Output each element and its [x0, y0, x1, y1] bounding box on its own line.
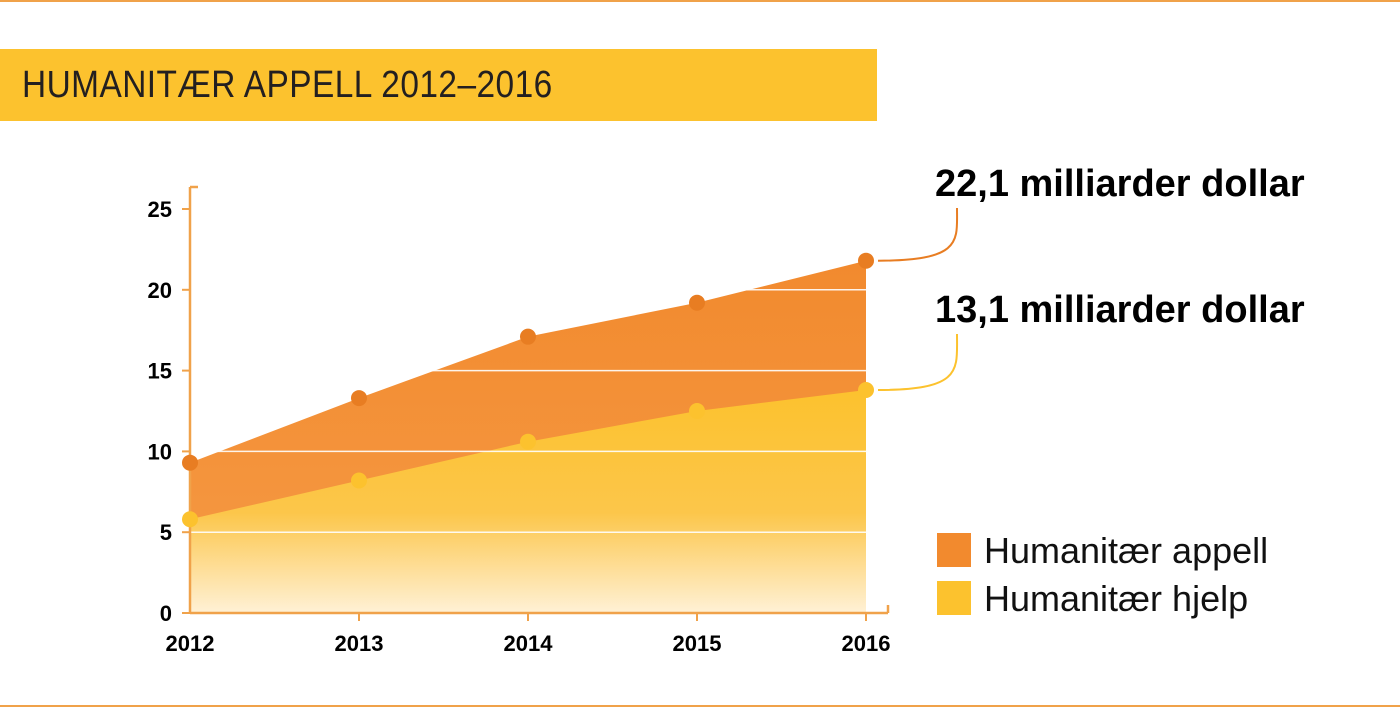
title-banner: HUMANITÆR APPELL 2012–2016 [0, 49, 877, 121]
x-tick-label: 2015 [673, 631, 722, 656]
legend-swatch [937, 581, 971, 615]
annotation-label: 13,1 milliarder dollar [935, 289, 1305, 331]
x-tick-label: 2013 [335, 631, 384, 656]
point-humanitaer-hjelp [689, 403, 705, 419]
annotation-leader [877, 207, 959, 262]
y-tick-label: 20 [148, 278, 172, 303]
bottom-rule [0, 705, 1400, 707]
point-humanitaer-hjelp [520, 433, 536, 450]
y-tick-label: 25 [148, 197, 172, 222]
y-tick-label: 5 [160, 520, 172, 545]
y-tick-label: 0 [160, 601, 172, 626]
y-tick-label: 10 [148, 439, 172, 464]
x-tick-label: 2012 [166, 631, 215, 656]
point-humanitaer-appell [351, 390, 367, 407]
point-humanitaer-hjelp [858, 381, 874, 398]
point-humanitaer-appell [182, 454, 198, 471]
point-humanitaer-appell [520, 328, 536, 345]
legend-label: Humanitær appell [984, 530, 1268, 571]
point-humanitaer-hjelp [351, 472, 367, 489]
x-tick-label: 2014 [504, 631, 554, 656]
top-rule [0, 0, 1400, 2]
point-humanitaer-appell [689, 294, 705, 311]
annotation-leader [877, 333, 959, 391]
legend-swatch [937, 533, 971, 567]
legend-label: Humanitær hjelp [984, 578, 1248, 619]
annotation-label: 22,1 milliarder dollar [935, 163, 1305, 205]
point-humanitaer-hjelp [182, 511, 198, 528]
point-humanitaer-appell [858, 252, 874, 269]
area-humanitaer-hjelp [190, 389, 866, 613]
y-tick-label: 15 [148, 359, 172, 384]
chart-title: HUMANITÆR APPELL 2012–2016 [22, 63, 553, 106]
x-tick-label: 2016 [842, 631, 891, 656]
